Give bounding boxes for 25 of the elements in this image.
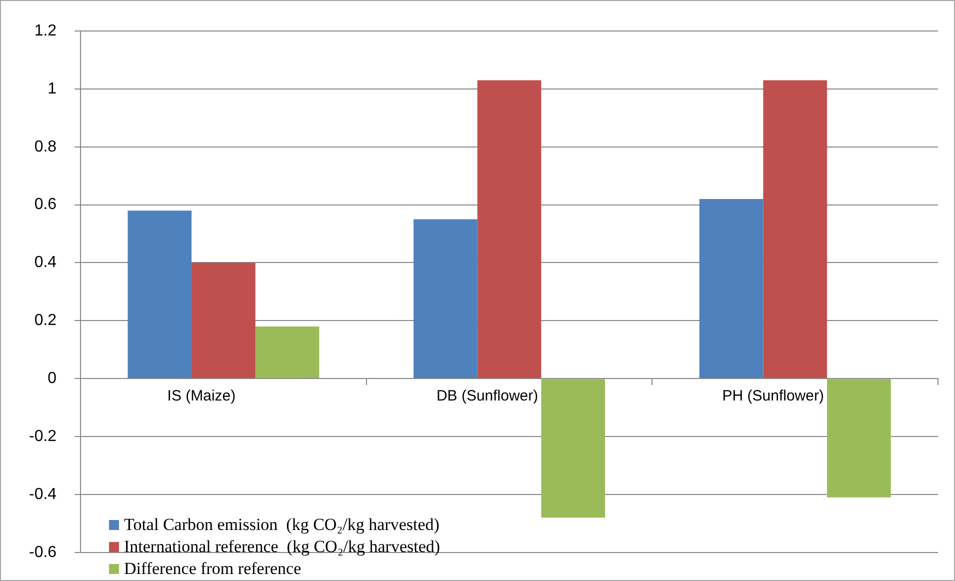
legend-label: Difference from reference (124, 558, 302, 580)
bar (477, 80, 542, 378)
legend-label: International reference (kg CO₂/kg harvested) (124, 536, 440, 558)
y-tick-label: 0.2 (34, 312, 57, 330)
bar (699, 199, 764, 378)
bar (128, 210, 192, 378)
legend-label: Total Carbon emission (kg CO₂/kg harvested) (124, 514, 440, 536)
bar (414, 219, 478, 378)
y-tick-label: -0.4 (28, 486, 57, 503)
y-tick-label: -0.6 (28, 544, 57, 561)
bar (255, 326, 320, 378)
bar (827, 379, 891, 498)
y-tick-label: 1 (48, 80, 57, 98)
bar (763, 80, 828, 378)
x-tick-label: PH (Sunflower) (722, 388, 824, 405)
x-tick-label: DB (Sunflower) (436, 388, 538, 405)
y-tick-label: 1.2 (34, 22, 57, 40)
bar (192, 262, 256, 378)
y-tick-label: 0.8 (34, 138, 57, 156)
y-tick-label: -0.2 (28, 428, 57, 445)
x-tick-label: IS (Maize) (167, 388, 236, 405)
y-tick-label: 0 (48, 370, 57, 388)
y-tick-label: 0.4 (34, 254, 57, 272)
bar (541, 379, 606, 518)
y-tick-label: 0.6 (34, 196, 57, 214)
